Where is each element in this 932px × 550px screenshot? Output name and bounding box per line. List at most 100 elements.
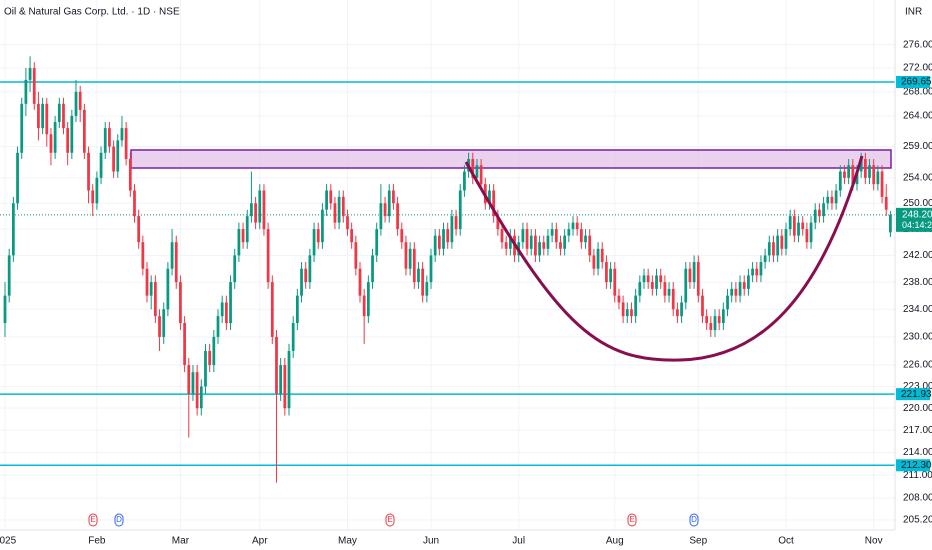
x-tick-label: Apr [252, 536, 268, 547]
event-label: D [691, 515, 697, 524]
candle-body [880, 171, 884, 197]
candle-body [838, 171, 842, 191]
candle-body [16, 152, 19, 204]
candle-body [70, 115, 74, 153]
candle-body [851, 165, 855, 185]
candle-body [57, 103, 61, 123]
candle-body [579, 229, 583, 243]
candle-body [124, 128, 128, 160]
candle-body [709, 323, 713, 330]
event-label: D [116, 515, 122, 524]
candle-body [128, 159, 132, 191]
y-tick-label: 214.00 [903, 447, 932, 458]
candle-body [316, 229, 320, 243]
x-tick-label: Aug [606, 536, 624, 547]
candle-body [158, 316, 161, 337]
candle-body [354, 242, 358, 269]
candle-body [751, 268, 754, 276]
candle-body [421, 268, 425, 296]
candle-body [266, 229, 270, 283]
x-tick-label: Nov [865, 536, 883, 547]
candle-body [600, 248, 604, 263]
candle-body [843, 171, 846, 178]
candle-body [784, 229, 788, 249]
candle-body [876, 171, 880, 185]
candle-body [613, 268, 617, 296]
candle-body [738, 282, 742, 296]
candle-body [237, 229, 241, 256]
event-label: E [90, 515, 95, 524]
candle-body [295, 295, 299, 324]
candle-body [262, 190, 266, 230]
candle-body [103, 128, 107, 153]
candle-body [183, 323, 186, 366]
candle-body [11, 203, 15, 256]
grid [0, 0, 895, 530]
candle-body [534, 235, 537, 256]
candle-body [834, 190, 838, 204]
level-label: 269.65 [901, 77, 932, 88]
y-tick-label: 242.00 [903, 250, 932, 261]
candle-body [404, 242, 408, 269]
candle-body [592, 255, 596, 269]
candle-body [400, 229, 404, 243]
candle-body [199, 386, 203, 409]
candle-body [663, 282, 667, 296]
currency: INR [905, 7, 922, 18]
y-tick-label: 268.00 [903, 86, 932, 97]
y-tick-label: 205.20 [903, 514, 932, 525]
candle-body [563, 235, 567, 249]
candle-body [366, 282, 370, 317]
axis-labels: 276.00 272.00 268.00 264.00 259.00 254.00 250.… [0, 39, 932, 547]
level-label: 221.93 [901, 389, 932, 400]
candle-body [53, 122, 57, 153]
candle-body [116, 140, 120, 172]
candle-body [82, 109, 86, 153]
candle-body [337, 196, 341, 223]
candle-body [826, 196, 830, 204]
countdown: 04:14:23 [902, 220, 932, 230]
candle-body [95, 177, 99, 204]
candle-body [692, 262, 696, 283]
y-tick-label: 217.00 [903, 425, 932, 436]
candle-body [454, 216, 458, 230]
x-tick-label: Feb [88, 536, 106, 547]
candle-body [479, 165, 483, 185]
candle-body [254, 203, 257, 223]
y-tick-label: 250.00 [903, 198, 932, 209]
candle-body [508, 235, 512, 249]
candle-body [634, 295, 638, 317]
candle-body [463, 171, 466, 191]
y-tick-label: 238.00 [903, 277, 932, 288]
candle-body [141, 242, 145, 269]
candle-body [120, 128, 124, 141]
candle-body [66, 128, 70, 153]
y-tick-label: 264.00 [903, 111, 932, 122]
candle-body [542, 242, 546, 249]
candle-body [884, 196, 888, 210]
candle-body [270, 282, 274, 337]
level-label: 212.30 [901, 460, 932, 471]
x-tick-label: May [338, 536, 357, 547]
candle-body [809, 222, 813, 243]
candle-body [396, 203, 399, 230]
candle-body [763, 255, 767, 263]
candle-body [496, 216, 500, 230]
candle-body [258, 190, 262, 223]
candle-body [62, 103, 65, 129]
candle-body [642, 275, 646, 283]
candle-body [676, 309, 679, 317]
candle-body [383, 203, 387, 217]
candles [3, 56, 892, 483]
candle-body [617, 295, 621, 303]
candle-body [889, 214, 892, 233]
candle-body [655, 275, 658, 289]
candle-body [830, 196, 834, 204]
event-label: E [387, 515, 392, 524]
level-label-box [896, 459, 930, 472]
candle-body [646, 275, 650, 283]
candle-body [584, 235, 587, 243]
candle-body [500, 229, 504, 243]
candle-body [153, 282, 157, 317]
y-tick-label: 230.00 [903, 332, 932, 343]
